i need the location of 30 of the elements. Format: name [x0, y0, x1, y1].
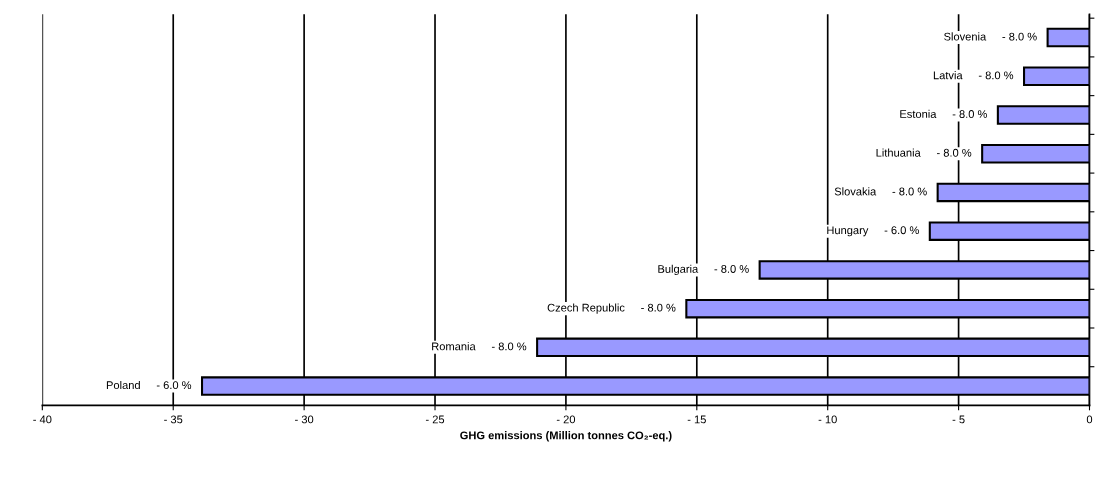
annotation: - 8.0 % — [978, 71, 1014, 80]
y-tick-label: Czech Republic — [547, 303, 625, 314]
x-tick-label: - 40 — [33, 415, 52, 424]
y-tick-label: Slovakia — [834, 187, 877, 196]
annotation: - 8.0 % — [952, 110, 987, 118]
y-tick-label: Estonia — [900, 109, 937, 118]
x-tick-label: - 15 — [687, 415, 706, 424]
x-tick-label: - 35 — [164, 415, 183, 424]
y-tick-label: Romania — [432, 342, 476, 351]
x-tick-label: - 5 — [952, 415, 965, 424]
annotation: - 8.0 % — [491, 342, 527, 351]
y-tick-label: Poland — [106, 380, 140, 390]
annotation: - 8.0 % — [714, 265, 749, 273]
x-tick-label: - 10 — [818, 415, 837, 424]
y-tick-label: Latvia — [933, 71, 963, 80]
y-tick-label: Slovenia — [944, 32, 987, 41]
x-tick-label: - 20 — [556, 415, 576, 424]
annotation: - 8.0 % — [641, 303, 676, 312]
y-tick-label: Bulgaria — [658, 264, 699, 276]
x-tick-label: - 25 — [425, 415, 445, 424]
y-tick-label: Lithuania — [876, 148, 921, 157]
annotation: - 6.0 % — [884, 226, 919, 235]
annotation: - 8.0 % — [936, 148, 972, 157]
x-axis-title: GHG emissions (Million tonnes CO₂-eq.) — [460, 431, 672, 442]
x-tick-label: - 30 — [295, 415, 314, 424]
y-tick-label: Hungary — [827, 226, 869, 237]
x-tick-label: 0 — [1086, 415, 1093, 424]
annotation: - 6.0 % — [156, 381, 192, 390]
annotation: - 8.0 % — [1002, 32, 1037, 41]
annotation: - 8.0 % — [892, 187, 927, 196]
